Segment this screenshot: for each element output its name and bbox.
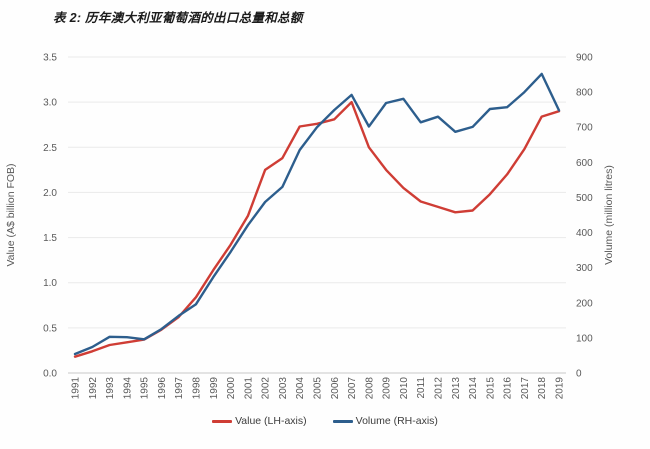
x-axis-tick-label: 1993 xyxy=(105,377,116,400)
right-axis-title: Volume (million litres) xyxy=(603,165,615,265)
value-line xyxy=(73,100,561,358)
right-axis-tick-label: 600 xyxy=(576,158,593,169)
x-axis-tick-label: 1995 xyxy=(140,377,151,400)
x-axis-tick-label: 2018 xyxy=(537,377,548,400)
legend-label-volume: Volume (RH-axis) xyxy=(355,415,438,427)
x-axis-tick-label: 2016 xyxy=(503,377,514,400)
x-axis-tick-label: 2011 xyxy=(416,377,427,399)
chart-title: 表 2: 历年澳大利亚葡萄酒的出口总量和总额 xyxy=(53,11,303,25)
x-axis-tick-label: 2008 xyxy=(364,377,375,400)
x-axis-tick-label: 2017 xyxy=(520,377,531,400)
x-axis-tick-label: 1992 xyxy=(88,377,99,400)
left-axis-title: Value (A$ billion FOB) xyxy=(5,163,17,266)
right-axis-tick-label: 400 xyxy=(576,228,593,239)
x-axis-tick-label: 2019 xyxy=(555,377,566,400)
x-axis-tick-label: 2013 xyxy=(451,377,462,400)
volume-line-swatch xyxy=(332,419,353,423)
left-axis-tick-label: 2.0 xyxy=(43,188,57,199)
x-axis-tick-label: 1997 xyxy=(174,377,185,400)
x-axis-tick-label: 1999 xyxy=(209,377,220,400)
x-axis-tick-label: 2000 xyxy=(226,377,237,400)
x-axis-tick-label: 2004 xyxy=(295,377,306,400)
x-axis-tick-label: 2009 xyxy=(382,377,393,400)
x-axis-tick-label: 2002 xyxy=(261,377,272,400)
right-axis-tick-label: 100 xyxy=(576,333,593,344)
right-axis-tick-label: 900 xyxy=(576,53,593,64)
left-axis-tick-label: 1.5 xyxy=(43,233,57,244)
x-axis-tick-label: 1998 xyxy=(192,377,203,400)
right-axis-tick-label: 200 xyxy=(576,298,593,309)
right-axis-tick-label: 800 xyxy=(576,88,593,99)
x-axis-tick-label: 2003 xyxy=(278,377,289,400)
x-axis-tick-label: 1994 xyxy=(122,377,133,400)
x-axis-tick-label: 2012 xyxy=(434,377,445,400)
value-line-swatch xyxy=(212,419,233,423)
x-axis-tick-label: 1996 xyxy=(157,377,168,400)
x-axis-tick-label: 2014 xyxy=(468,377,479,400)
right-axis-tick-label: 700 xyxy=(576,123,593,134)
x-axis-tick-label: 2005 xyxy=(313,377,324,400)
x-axis-tick-label: 1991 xyxy=(71,377,82,400)
x-axis-tick-label: 2006 xyxy=(330,377,341,400)
left-axis-tick-label: 1.0 xyxy=(43,278,57,289)
left-axis-tick-label: 2.5 xyxy=(43,143,57,154)
left-axis-tick-label: 3.5 xyxy=(43,53,57,64)
right-axis-tick-label: 300 xyxy=(576,263,593,274)
volume-line xyxy=(73,72,561,356)
x-axis-tick-label: 2007 xyxy=(347,377,358,400)
left-axis-tick-label: 0.0 xyxy=(43,369,57,380)
x-axis-tick-label: 2010 xyxy=(399,377,410,400)
left-axis-tick-label: 0.5 xyxy=(43,323,57,334)
x-axis-tick-label: 2015 xyxy=(485,377,496,400)
chart-legend: Value (LH-axis) Volume (RH-axis) xyxy=(0,415,650,427)
x-axis-tick-label: 2001 xyxy=(243,377,254,400)
right-axis-tick-label: 0 xyxy=(576,369,582,380)
legend-label-value: Value (LH-axis) xyxy=(235,415,307,427)
right-axis-tick-label: 500 xyxy=(576,193,593,204)
legend-item-value: Value (LH-axis) xyxy=(212,415,307,427)
legend-item-volume: Volume (RH-axis) xyxy=(332,415,438,427)
left-axis-tick-label: 3.0 xyxy=(43,98,57,109)
